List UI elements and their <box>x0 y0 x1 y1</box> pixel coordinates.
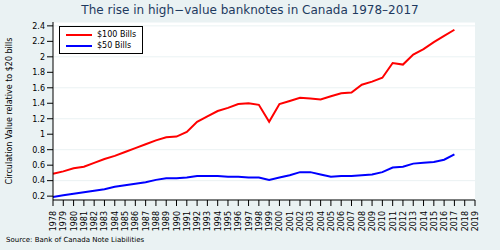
svg-text:2.2: 2.2 <box>32 37 45 46</box>
svg-text:1994: 1994 <box>214 211 223 231</box>
svg-text:1998: 1998 <box>255 211 264 231</box>
html-text:The rise in high−value banknot: The rise in high−value banknotes in Cana… <box>81 3 419 17</box>
svg-text:2: 2 <box>40 53 45 62</box>
svg-text:0.6: 0.6 <box>32 161 45 170</box>
svg-text:2019: 2019 <box>471 211 480 231</box>
svg-text:1992: 1992 <box>193 211 202 231</box>
svg-text:1996: 1996 <box>234 211 243 231</box>
svg-text:1997: 1997 <box>245 211 254 231</box>
svg-text:1985: 1985 <box>121 211 130 231</box>
svg-text:2006: 2006 <box>337 211 346 231</box>
svg-text:2007: 2007 <box>347 211 356 231</box>
svg-text:2015: 2015 <box>430 211 439 231</box>
svg-text:2002: 2002 <box>296 211 305 231</box>
svg-text:1978: 1978 <box>49 211 58 231</box>
svg-text:1991: 1991 <box>183 211 192 231</box>
svg-text:2004: 2004 <box>317 211 326 231</box>
svg-text:2017: 2017 <box>450 211 459 231</box>
svg-text:1995: 1995 <box>224 211 233 231</box>
svg-text:2016: 2016 <box>440 211 449 231</box>
svg-text:2003: 2003 <box>306 211 315 231</box>
svg-text:1987: 1987 <box>142 211 151 231</box>
svg-text:2000: 2000 <box>275 211 284 231</box>
html-text:$100 Bills: $100 Bills <box>97 30 137 39</box>
svg-text:0.8: 0.8 <box>32 146 45 155</box>
svg-text:Circulation Value relative to: Circulation Value relative to $20 bills <box>8 38 14 185</box>
svg-text:1993: 1993 <box>203 211 212 231</box>
svg-text:2010: 2010 <box>378 211 387 231</box>
svg-text:1981: 1981 <box>80 211 89 231</box>
svg-text:2008: 2008 <box>358 211 367 231</box>
svg-text:2012: 2012 <box>399 211 408 231</box>
svg-text:1988: 1988 <box>152 211 161 231</box>
svg-text:1980: 1980 <box>70 211 79 231</box>
svg-text:0.2: 0.2 <box>32 192 45 201</box>
svg-text:2.4: 2.4 <box>32 22 45 31</box>
svg-text:1986: 1986 <box>131 211 140 231</box>
svg-text:2005: 2005 <box>327 211 336 231</box>
svg-text:1984: 1984 <box>111 211 120 231</box>
svg-text:1: 1 <box>40 130 45 139</box>
svg-text:1.4: 1.4 <box>32 99 45 108</box>
svg-text:1989: 1989 <box>162 211 171 231</box>
svg-text:2013: 2013 <box>409 211 418 231</box>
svg-text:1.8: 1.8 <box>32 68 45 77</box>
svg-text:2009: 2009 <box>368 211 377 231</box>
svg-text:2014: 2014 <box>420 211 429 231</box>
svg-text:2001: 2001 <box>286 211 295 231</box>
svg-text:1.6: 1.6 <box>32 84 45 93</box>
svg-text:1983: 1983 <box>100 211 109 231</box>
svg-text:1979: 1979 <box>59 211 68 231</box>
svg-text:1982: 1982 <box>90 211 99 231</box>
svg-text:1.2: 1.2 <box>32 115 45 124</box>
svg-text:1990: 1990 <box>173 211 182 231</box>
svg-text:1999: 1999 <box>265 211 274 231</box>
svg-text:2011: 2011 <box>389 211 398 231</box>
html-text:$50 Bills: $50 Bills <box>97 41 132 50</box>
svg-text:0.4: 0.4 <box>32 176 45 185</box>
html-text:Source: Bank of Canada Note Li: Source: Bank of Canada Note Liabilities <box>6 236 145 244</box>
svg-text:2018: 2018 <box>461 211 470 231</box>
